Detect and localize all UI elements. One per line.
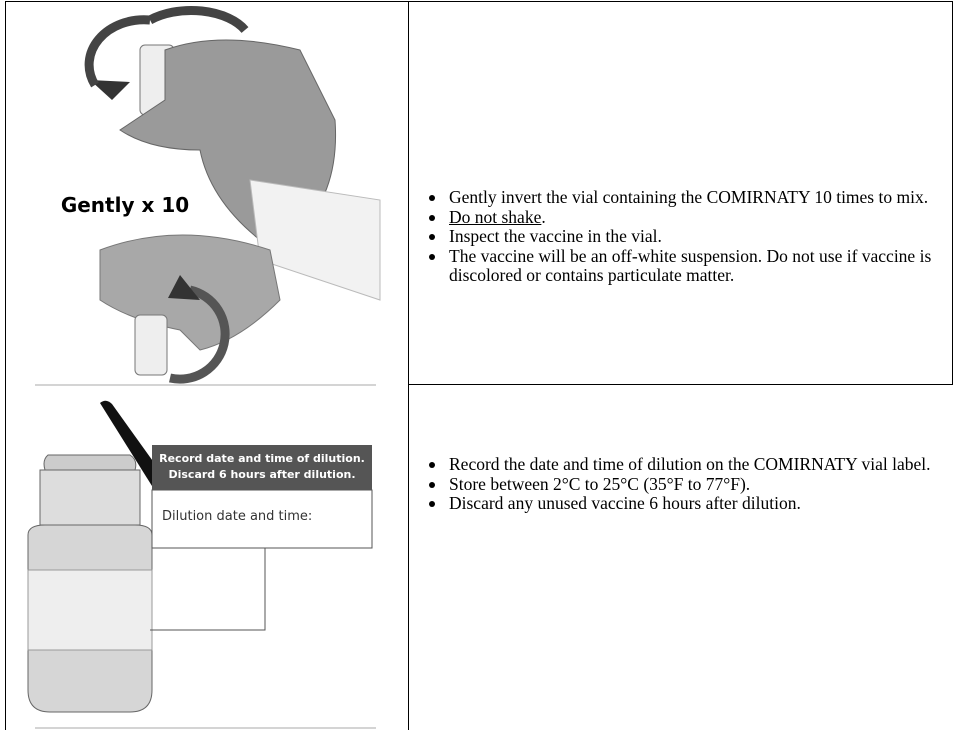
vial-cap — [43, 454, 137, 471]
bullet-list: Record the date and time of dilution on … — [425, 454, 945, 514]
bullet-text: . — [541, 206, 546, 227]
label-box — [151, 489, 373, 549]
illustrations: Gently x 10 Record date and time of dilu… — [27, 5, 381, 729]
arrow — [169, 285, 230, 384]
bullet: The vaccine will be an off-white suspens… — [425, 245, 945, 286]
bullet-text: Discard any unused vaccine 6 hours after… — [449, 493, 801, 513]
bullet-text: Gently invert the vial containing the CO… — [449, 187, 929, 207]
bullet-text: Store between 2°C to 25°C (35°F to 77°F)… — [449, 473, 751, 494]
arrow — [147, 5, 249, 34]
vial-label — [27, 569, 153, 651]
caption: Gently x 10 — [61, 193, 189, 217]
bullet: Gently invert the vial containing the CO… — [425, 187, 945, 208]
vial — [134, 314, 168, 376]
emphasis: Do not shake — [449, 206, 542, 227]
bullet-list: Gently invert the vial containing the CO… — [425, 187, 945, 286]
bullet-text: Inspect the vaccine in the vial. — [449, 226, 662, 246]
bullet: Record the date and time of dilution on … — [425, 454, 945, 475]
border — [408, 1, 409, 730]
label-text: Dilution date and time: — [162, 509, 312, 524]
arrow — [84, 15, 151, 88]
bullet-text: The vaccine will be an off-white suspens… — [449, 245, 932, 285]
pen — [100, 400, 165, 486]
banner — [152, 445, 372, 490]
bullet: Inspect the vaccine in the vial. — [425, 226, 945, 247]
bullet: Store between 2°C to 25°C (35°F to 77°F)… — [425, 473, 945, 495]
border — [5, 1, 953, 2]
arrow-head — [90, 80, 130, 100]
sleeve — [249, 179, 381, 301]
bullet: Discard any unused vaccine 6 hours after… — [425, 493, 945, 514]
arrow-head — [168, 275, 200, 300]
bullet-text: Record the date and time of dilution on … — [449, 454, 931, 474]
bullet: Do not shake. — [425, 206, 945, 228]
banner-text: Discard 6 hours after dilution. — [168, 468, 355, 481]
vial-neck — [39, 469, 141, 526]
border — [408, 384, 953, 385]
border — [952, 1, 953, 385]
banner-text: Record date and time of dilution. — [159, 452, 365, 465]
border — [5, 1, 6, 730]
leader-line — [150, 548, 266, 631]
